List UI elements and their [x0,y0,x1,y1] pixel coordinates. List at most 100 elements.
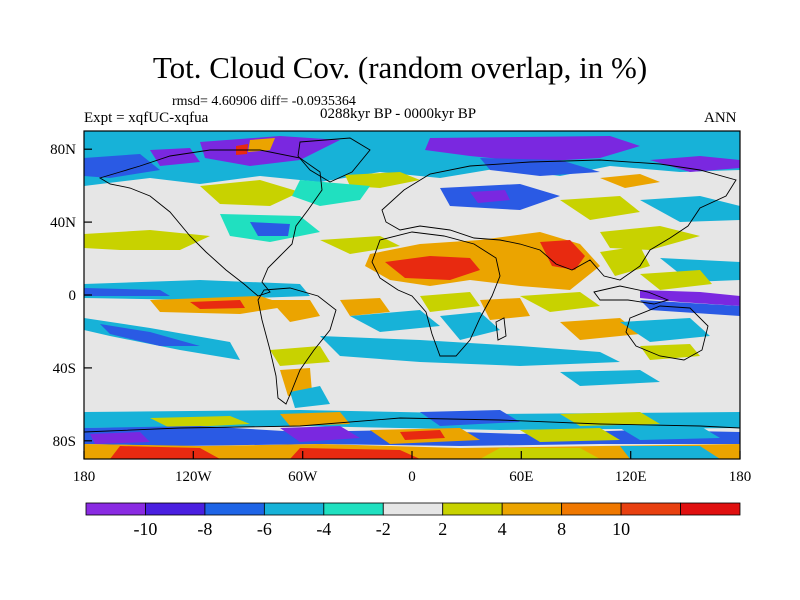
anomaly-region [270,300,320,322]
anomaly-region [640,344,700,360]
anomaly-region [560,318,640,340]
anomaly-region [470,190,510,203]
anomaly-region [84,288,170,296]
colorbar-swatch [145,502,206,516]
lon-tick-label: 0 [408,469,416,485]
colorbar-swatch [204,502,265,516]
anomaly-region [560,196,640,220]
lat-tick-label: 80N [50,142,76,158]
lon-tick-label: 60W [288,469,318,485]
colorbar-label: -2 [376,519,391,539]
anomaly-region [440,312,500,340]
anomaly-region [110,446,220,459]
anomaly-region [236,144,248,155]
anomaly-region [280,426,360,442]
anomaly-region [248,138,275,152]
anomaly-region [520,428,620,442]
plot-title: Tot. Cloud Cov. (random overlap, in %) [152,50,648,85]
lon-tick-label: 120E [615,469,647,485]
lat-tick-marks [84,148,92,442]
eurasia-outline [381,159,737,281]
madagascar-outline [495,317,507,341]
africa-outline [371,231,501,357]
anomaly-region [600,174,660,188]
anomaly-region [480,158,600,176]
anomaly-region [200,180,300,206]
lon-tick-label: 180 [729,469,752,485]
anomaly-region [420,410,520,426]
anomaly-region [290,448,420,459]
anomaly-region [290,386,330,408]
lat-tick-label: 80S [53,434,76,450]
anomaly-region [560,370,660,386]
anomaly-region [620,446,720,459]
colorbar [85,502,741,516]
lat-tick-label: 0 [69,288,77,304]
anomaly-region [270,346,330,366]
lon-tick-label: 120W [175,469,213,485]
colorbar-label: 8 [557,519,566,539]
anomaly-region [425,136,640,162]
anomaly-region [600,226,700,250]
colorbar-swatch [442,502,503,516]
colorbar-labels: -10 -8 -6 -4 -2 2 4 8 10 [133,519,630,539]
colorbar-swatch [620,502,681,516]
anomaly-region [320,336,620,366]
anomaly-region [280,412,350,426]
anomaly-region [560,412,660,426]
greenland-outline [297,137,371,183]
period-label: 0288kyr BP - 0000kyr BP [320,106,477,122]
anomaly-region [640,196,740,222]
lon-tick-label: 60E [509,469,533,485]
anomaly-region [250,222,290,236]
anomaly-region [292,180,370,206]
maritime-continent-outline [593,285,670,305]
anomaly-region [280,368,312,396]
anomaly-region [90,432,150,444]
colorbar-label: 10 [612,519,630,539]
north-america-outline [98,149,323,297]
colorbar-swatch [382,502,444,516]
anomaly-region [150,148,200,166]
anomaly-region [620,426,720,440]
anomaly-region [640,270,712,290]
anomaly-region [620,318,710,342]
lat-tick-label: 40N [50,215,76,231]
anomaly-region [340,298,390,316]
anomaly-region [100,324,200,346]
map-field [84,131,740,459]
anomaly-region [350,310,440,332]
anomaly-region [84,154,160,178]
colorbar-swatch [323,502,384,516]
colorbar-label: 4 [498,519,507,539]
colorbar-swatch [501,502,563,516]
anomaly-region [650,156,740,172]
colorbar-label: 2 [438,519,447,539]
anomaly-region [520,292,600,312]
colorbar-label: -4 [316,519,331,539]
coastlines [84,137,740,433]
anomaly-region [150,416,250,428]
rmsd-diff-stats: rmsd= 4.60906 diff= -0.0935364 [172,94,356,109]
lon-tick-label: 180 [73,469,96,485]
lat-tick-label: 40S [53,361,76,377]
anomaly-region [385,256,480,280]
anomaly-region [640,290,740,306]
experiment-label: Expt = xqfUC-xqfua [84,110,209,126]
anomaly-region [400,430,445,440]
anomaly-region [480,448,600,459]
colorbar-label: -8 [197,519,212,539]
lon-tick-marks [83,451,741,459]
season-label: ANN [704,110,737,126]
anomaly-region [190,300,245,309]
anomaly-region [600,246,650,276]
anomaly-region [420,292,480,312]
anomaly-region [200,136,340,166]
colorbar-swatch [561,502,622,516]
australia-outline [625,305,709,361]
anomaly-region [540,240,585,270]
anomaly-region [480,298,530,320]
colorbar-swatch [263,502,325,516]
south-america-outline [257,287,337,405]
